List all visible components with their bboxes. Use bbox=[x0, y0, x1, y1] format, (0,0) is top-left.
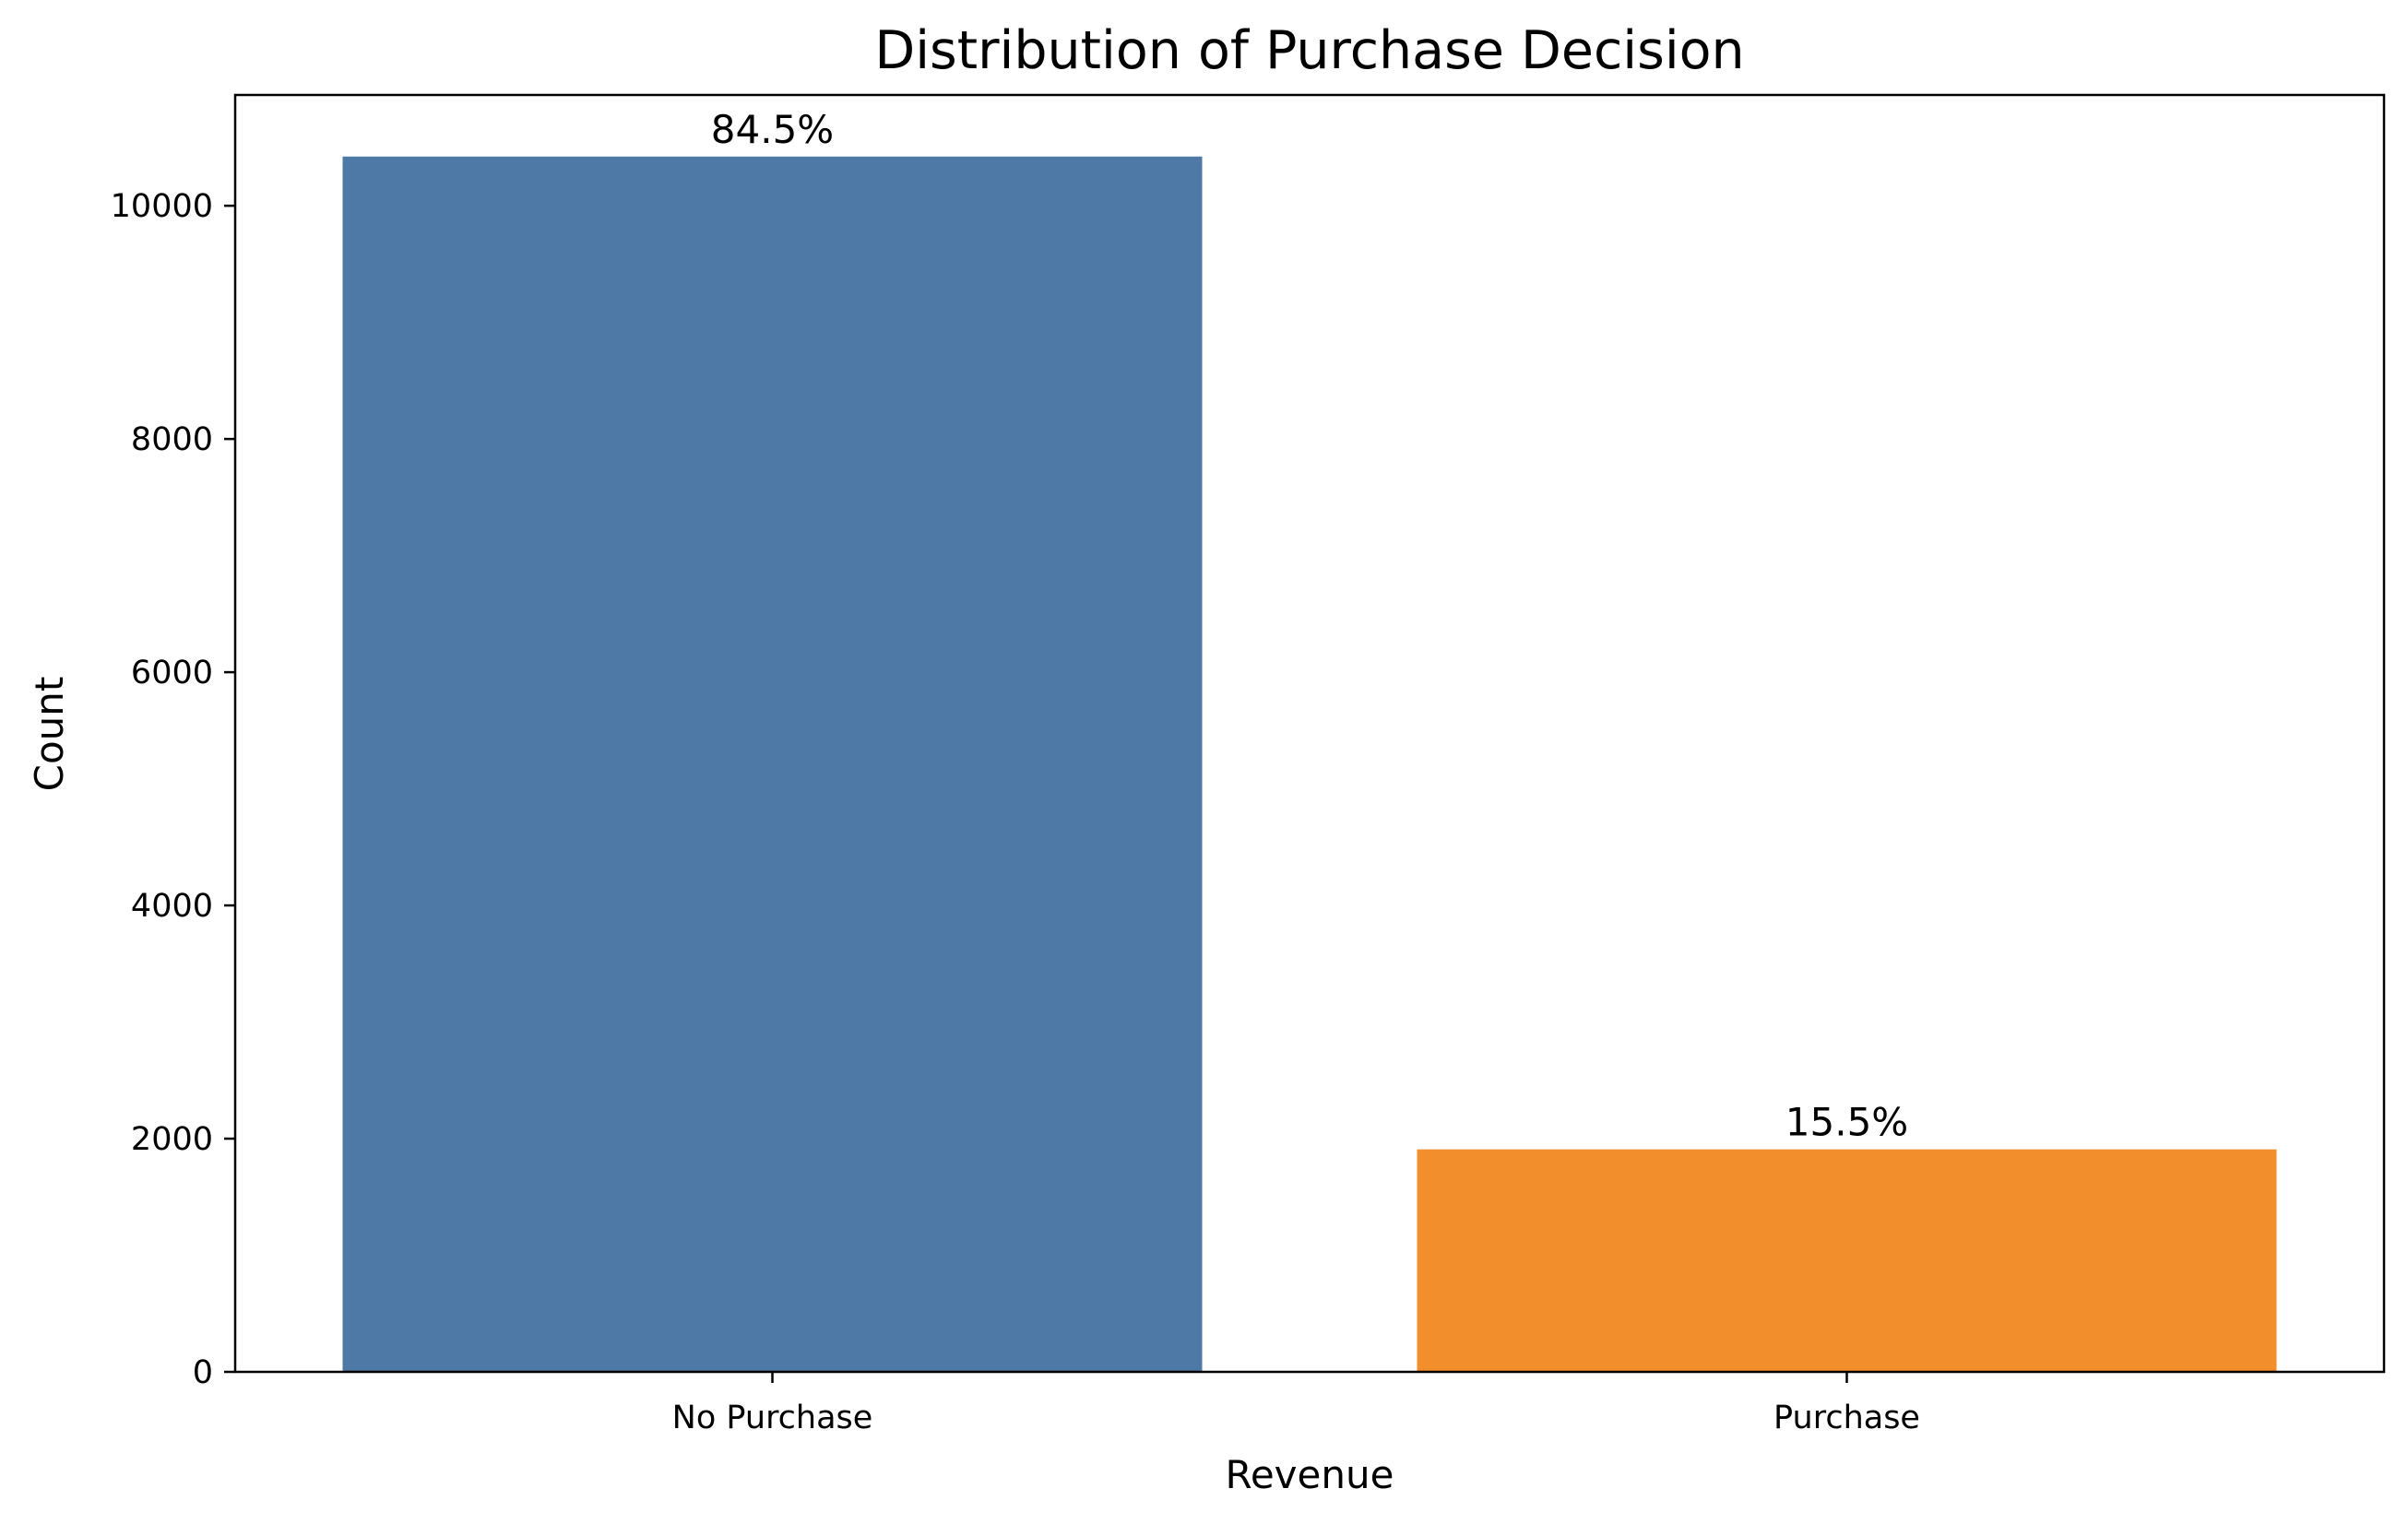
x-tick-label: Purchase bbox=[1773, 1400, 1920, 1436]
bars-group bbox=[342, 156, 2277, 1372]
y-axis-ticks: 0 2000 4000 6000 8000 10000 bbox=[111, 188, 235, 1391]
data-label-purchase: 15.5% bbox=[1785, 1100, 1908, 1145]
y-tick-label: 8000 bbox=[131, 421, 213, 458]
y-tick-label: 10000 bbox=[111, 188, 213, 225]
y-axis-label: Count bbox=[27, 677, 72, 792]
y-tick-label: 2000 bbox=[131, 1121, 213, 1158]
y-tick-label: 0 bbox=[193, 1354, 213, 1391]
x-axis-ticks: No Purchase Purchase bbox=[672, 1372, 1920, 1436]
x-axis-label: Revenue bbox=[1226, 1452, 1394, 1497]
y-tick-label: 4000 bbox=[131, 888, 213, 925]
bar-no-purchase bbox=[342, 156, 1203, 1372]
chart-title: Distribution of Purchase Decision bbox=[874, 20, 1744, 81]
bar-purchase bbox=[1417, 1149, 2277, 1372]
y-tick-label: 6000 bbox=[131, 655, 213, 691]
data-label-no-purchase: 84.5% bbox=[711, 107, 834, 152]
plot-area-frame bbox=[233, 93, 2386, 1374]
data-labels-group: 84.5% 15.5% bbox=[711, 107, 1908, 1145]
x-tick-label: No Purchase bbox=[672, 1400, 873, 1436]
